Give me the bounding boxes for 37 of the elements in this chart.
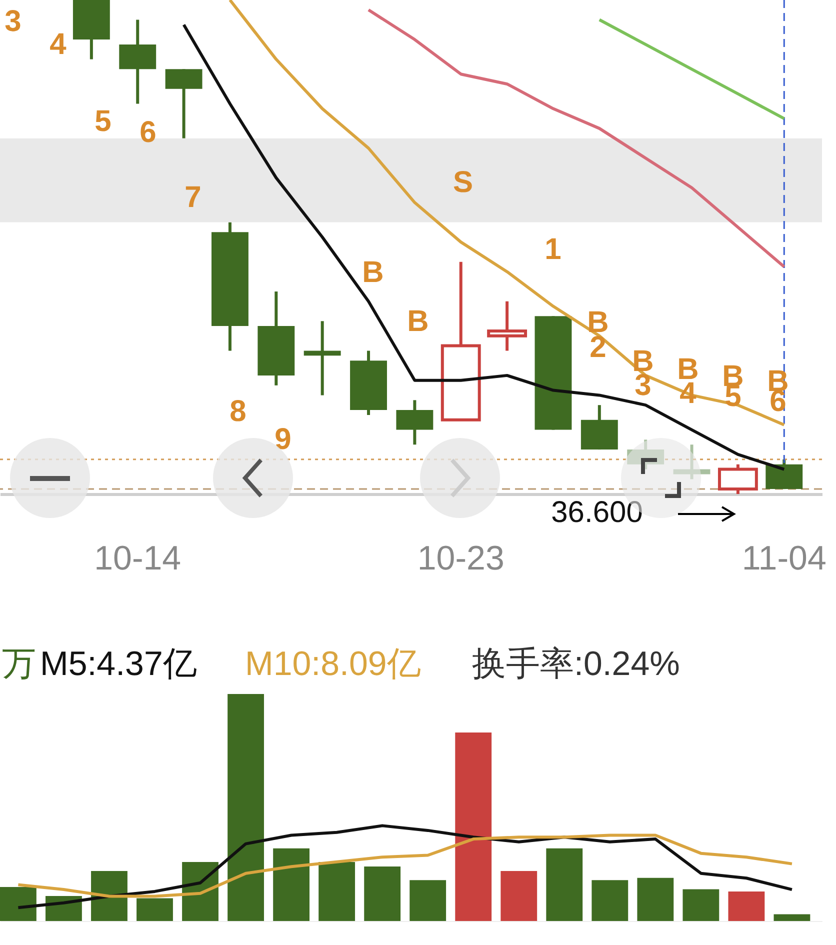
- annotation: 6: [140, 116, 156, 149]
- bar: [455, 732, 492, 921]
- annotation: 1: [544, 233, 562, 266]
- text: 万: [2, 645, 36, 683]
- annotation: B: [362, 256, 384, 289]
- text: 36.600: [551, 496, 643, 529]
- bar: [728, 891, 765, 921]
- annotation: B: [407, 305, 429, 338]
- text: M5:4.37亿: [40, 645, 197, 683]
- bar: [0, 886, 36, 921]
- x-tick-label: 10-14: [94, 540, 182, 578]
- bar: [91, 871, 128, 921]
- bar: [592, 880, 628, 921]
- bar: [774, 914, 810, 921]
- text: 3: [4, 5, 22, 38]
- bar: [228, 694, 264, 921]
- bar: [410, 880, 446, 921]
- bar: [637, 878, 674, 921]
- bar: [682, 889, 720, 921]
- text: 4: [50, 28, 67, 61]
- bar: [546, 848, 583, 921]
- bar: [500, 871, 538, 921]
- candlestick: [304, 321, 341, 396]
- annotation: S: [452, 166, 474, 199]
- annotation: 8: [230, 395, 246, 428]
- bar: [136, 898, 173, 921]
- annotation: 5: [94, 105, 112, 138]
- bar: [273, 848, 310, 921]
- bar: [364, 866, 401, 921]
- candlestick: [673, 444, 710, 480]
- x-tick-label: 11-04: [742, 540, 826, 578]
- annotation: 7: [184, 181, 202, 214]
- bar: [318, 862, 356, 921]
- x-tick-label: 10-23: [417, 540, 504, 578]
- annotation: 9: [274, 423, 292, 456]
- text: 换手率:0.24%: [472, 645, 680, 683]
- text: M10:8.09亿: [245, 645, 421, 683]
